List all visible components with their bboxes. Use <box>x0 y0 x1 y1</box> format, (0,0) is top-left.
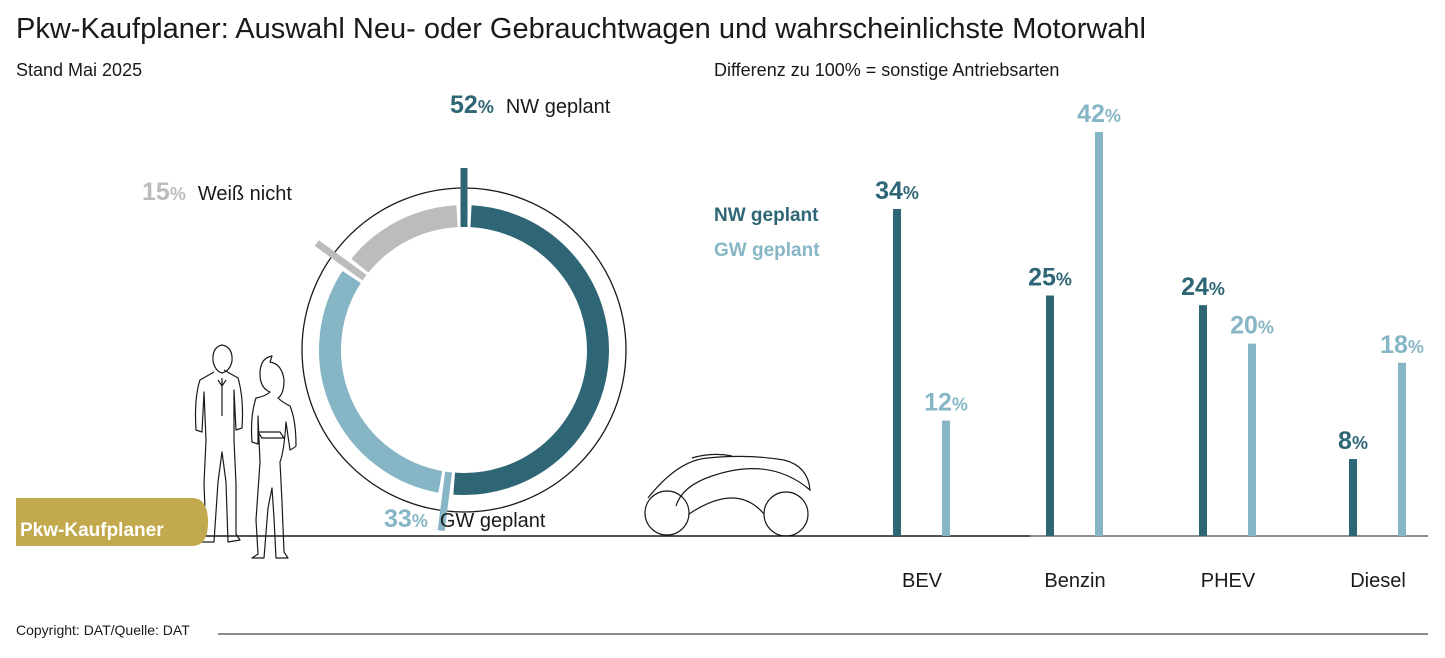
category-label-bev: BEV <box>902 570 943 592</box>
legend: NW geplant GW geplant <box>714 205 820 261</box>
bar-benzin-gw-geplant <box>1095 132 1103 536</box>
bar-label-diesel-nw-geplant: 8% <box>1338 427 1368 455</box>
car-illustration <box>644 453 811 537</box>
donut-chart <box>301 168 627 532</box>
donut-unit: % <box>170 184 186 204</box>
bar-diesel-nw-geplant <box>1349 459 1357 536</box>
bar-phev-nw-geplant <box>1199 305 1207 536</box>
donut-category: GW geplant <box>440 510 546 532</box>
bar-label-bev-nw-geplant: 34% <box>875 177 919 205</box>
donut-label-gw-geplant: 33% GW geplant <box>384 505 546 533</box>
bar-unit: % <box>1408 337 1424 357</box>
donut-leader-gw-geplant <box>437 471 453 532</box>
donut-labels: 52% NW geplant 33% GW geplant 15% Weiß nicht <box>142 91 611 533</box>
donut-category: Weiß nicht <box>198 183 293 205</box>
chart-note: Differenz zu 100% = sonstige Antriebsart… <box>714 60 1059 80</box>
category-label-diesel: Diesel <box>1350 570 1406 592</box>
badge-background <box>16 498 208 546</box>
bar-label-phev-gw-geplant: 20% <box>1230 312 1274 340</box>
bar-unit: % <box>1352 433 1368 453</box>
bar-unit: % <box>1105 106 1121 126</box>
bar-value: 25 <box>1028 264 1056 292</box>
bar-label-phev-nw-geplant: 24% <box>1181 273 1225 301</box>
copyright: Copyright: DAT/Quelle: DAT <box>16 622 190 638</box>
donut-leader-weiss-nicht <box>314 240 367 281</box>
bar-value: 12 <box>924 389 952 417</box>
donut-unit: % <box>478 97 494 117</box>
bar-chart: 34%12%BEV25%42%Benzin24%20%PHEV8%18%Dies… <box>875 100 1424 592</box>
donut-value: 52 <box>450 91 478 119</box>
donut-label-nw-geplant: 52% NW geplant <box>450 91 611 119</box>
bar-unit: % <box>1258 318 1274 338</box>
bar-value: 18 <box>1380 331 1408 359</box>
people-illustration <box>194 344 297 559</box>
bar-unit: % <box>903 183 919 203</box>
legend-gw-label: GW geplant <box>714 240 820 261</box>
bar-label-benzin-gw-geplant: 42% <box>1077 100 1121 128</box>
chart-title: Pkw-Kaufplaner: Auswahl Neu- oder Gebrau… <box>16 13 1146 45</box>
bar-unit: % <box>1209 279 1225 299</box>
donut-slice-gw-geplant <box>319 271 443 493</box>
bar-value: 42 <box>1077 100 1105 128</box>
bar-benzin-nw-geplant <box>1046 295 1054 536</box>
badge-label: Pkw-Kaufplaner <box>20 520 164 541</box>
category-label-benzin: Benzin <box>1044 570 1105 592</box>
donut-value: 33 <box>384 505 412 533</box>
category-label-phev: PHEV <box>1201 570 1256 592</box>
bar-bev-gw-geplant <box>942 420 950 536</box>
bar-diesel-gw-geplant <box>1398 362 1406 536</box>
bar-unit: % <box>1056 270 1072 290</box>
pkw-kaufplaner-badge: Pkw-Kaufplaner <box>16 498 208 546</box>
donut-unit: % <box>412 511 428 531</box>
donut-category: NW geplant <box>506 96 611 118</box>
donut-slice-weiss-nicht <box>351 205 458 273</box>
donut-value: 15 <box>142 178 170 206</box>
bar-label-bev-gw-geplant: 12% <box>924 389 968 417</box>
bar-value: 8 <box>1338 427 1352 455</box>
chart-subtitle: Stand Mai 2025 <box>16 60 142 80</box>
donut-label-weiss-nicht: 15% Weiß nicht <box>142 178 292 206</box>
legend-nw-label: NW geplant <box>714 205 819 226</box>
bar-label-benzin-nw-geplant: 25% <box>1028 264 1072 292</box>
donut-outer-ring <box>301 187 627 513</box>
bar-value: 20 <box>1230 312 1258 340</box>
bar-value: 24 <box>1181 273 1209 301</box>
bar-label-diesel-gw-geplant: 18% <box>1380 331 1424 359</box>
bar-bev-nw-geplant <box>893 208 901 536</box>
bar-unit: % <box>952 395 968 415</box>
bar-value: 34 <box>875 177 903 205</box>
bar-phev-gw-geplant <box>1248 343 1256 536</box>
donut-slice-nw-geplant <box>453 205 610 495</box>
